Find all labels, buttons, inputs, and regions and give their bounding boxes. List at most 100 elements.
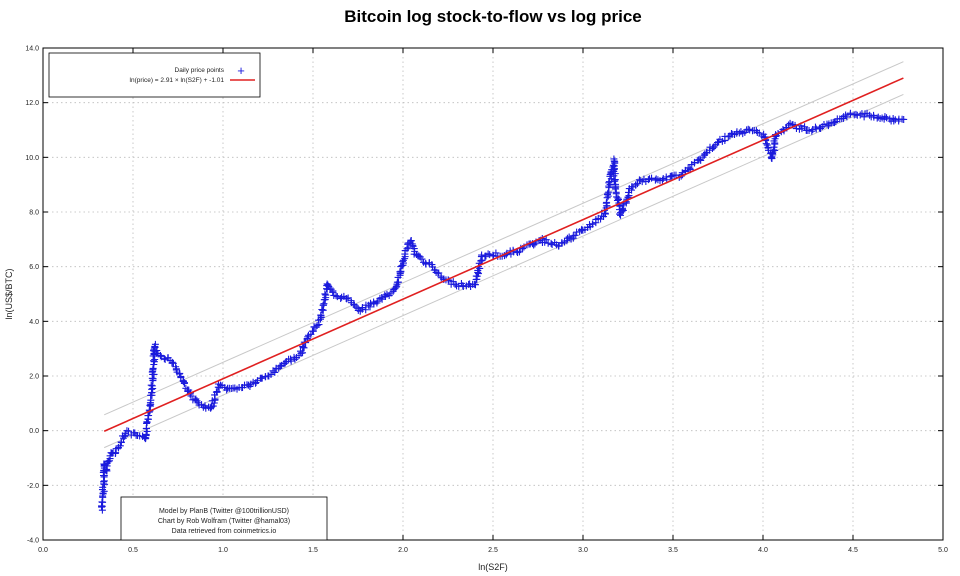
upper-band-line [103,61,904,416]
x-tick-label: 4.5 [848,547,858,554]
price-point [148,382,156,390]
y-tick-label: 4.0 [29,319,39,326]
price-point [484,250,492,258]
price-point [808,127,816,135]
y-tick-label: 14.0 [25,46,39,53]
price-point [610,177,618,185]
x-tick-label: 2.5 [488,547,498,554]
price-point [160,355,168,363]
price-point [321,290,329,298]
x-tick-label: 0.5 [128,547,138,554]
price-point [318,306,326,314]
price-point [208,403,216,411]
price-point [451,280,459,288]
price-point [852,110,860,118]
price-point [299,349,307,357]
price-point [735,129,743,137]
lower-band-line [103,94,904,449]
price-point [213,388,221,396]
x-tick-label: 2.0 [398,547,408,554]
y-axis-label: ln(US$/BTC) [4,268,14,319]
price-point [407,237,415,245]
price-point [399,256,407,264]
y-tick-label: 2.0 [29,374,39,381]
legend-box [48,52,261,98]
price-point [474,270,482,278]
price-point [121,432,129,440]
price-point [317,312,325,320]
price-point [98,498,106,506]
price-point [801,123,809,131]
price-point [117,438,125,446]
price-point [744,125,752,133]
y-tick-label: 6.0 [29,264,39,271]
y-tick-label: -4.0 [27,538,39,545]
price-point [281,359,289,367]
price-point [180,379,188,387]
y-tick-label: 10.0 [25,155,39,162]
y-tick-label: 0.0 [29,428,39,435]
plot-frame [42,47,944,541]
y-tick-label: -2.0 [27,483,39,490]
legend-label-fit: ln(price) = 2.91 × ln(S2F) + -1.01 [130,77,225,84]
price-point [860,113,868,121]
price-point [322,291,330,299]
price-point [603,198,611,206]
price-points [98,109,908,514]
price-point [332,292,340,300]
price-point [125,427,133,435]
price-point [771,146,779,154]
price-point [112,449,120,457]
y-tick-label: 8.0 [29,210,39,217]
fit-line [103,77,904,432]
price-point [830,119,838,127]
credit-model: Model by PlanB (Twitter @100trillionUSD) [159,508,289,515]
price-point [891,116,899,124]
price-point [142,430,150,438]
price-point [547,239,555,247]
price-point [149,364,157,372]
price-point [116,442,124,450]
price-point [422,260,430,268]
price-point [605,179,613,187]
price-point [768,154,776,162]
price-point [770,143,778,151]
price-point [100,478,108,486]
credits-box: Model by PlanB (Twitter @100trillionUSD)… [120,496,328,541]
legend-plus-icon: + [237,63,245,78]
x-tick-label: 0.0 [38,547,48,554]
x-axis-label: ln(S2F) [478,562,508,572]
price-point [327,285,335,293]
price-point [151,355,159,363]
legend-label-points: Daily price points [175,67,225,74]
price-point [618,204,626,212]
price-point [686,164,694,172]
price-point [486,251,494,259]
price-point [817,124,825,132]
price-point [601,210,609,218]
price-point [418,255,426,263]
price-point [147,381,155,389]
price-point [324,281,332,289]
price-point [612,185,620,193]
credit-chart: Chart by Rob Wolfram (Twitter @hamal03) [158,518,290,525]
x-tick-label: 1.5 [308,547,318,554]
price-point [874,113,882,121]
price-point [881,113,889,121]
price-point [571,231,579,239]
price-point [648,174,656,182]
legend: Daily price points + ln(price) = 2.91 × … [48,52,261,98]
credit-data: Data retrieved from coinmetrics.io [172,528,277,535]
price-point [659,175,667,183]
price-point [276,362,284,370]
x-tick-label: 3.5 [668,547,678,554]
y-tick-label: 12.0 [25,100,39,107]
price-point [471,281,479,289]
price-point [144,412,152,420]
price-point [856,111,864,119]
price-point [900,115,908,123]
price-point [169,359,177,367]
price-point [708,145,716,153]
price-point [617,211,625,219]
